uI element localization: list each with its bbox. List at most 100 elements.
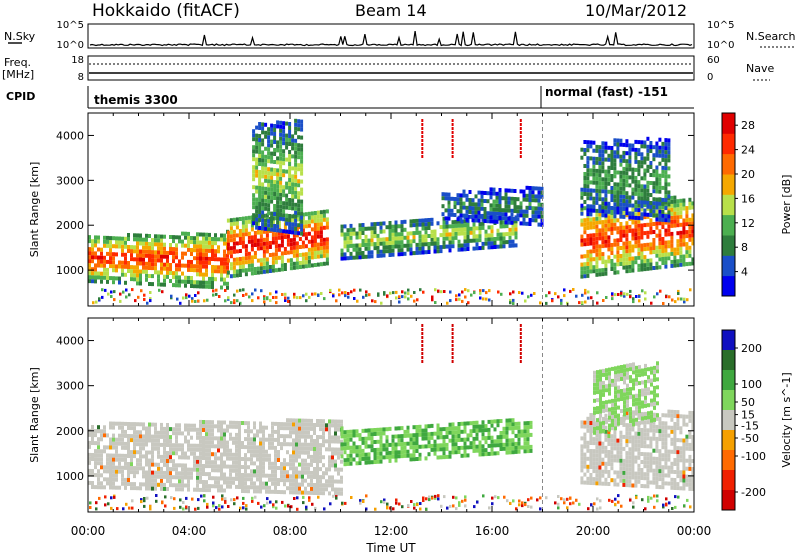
echo-cell [631,436,634,440]
echo-cell [485,242,488,246]
echo-cell [634,260,637,264]
echo-cell [248,256,251,260]
echo-cell [337,448,340,452]
echo-cell [301,471,304,475]
echo-cell [583,453,586,457]
echo-cell [488,233,491,237]
echo-cell [285,186,288,190]
echo-cell [532,186,535,190]
echo-cell [273,228,276,232]
echo-cell [260,234,263,238]
echo-cell [247,485,250,489]
echo-cell [589,212,592,216]
echo-cell [139,270,142,274]
echo-cell [307,447,310,451]
echo-cell [247,465,250,469]
echo-cell [646,165,649,169]
echo-cell [583,222,586,226]
echo-cell [154,479,157,483]
noise-cell [281,293,284,296]
echo-cell [160,427,163,431]
echo-cell [443,435,446,439]
echo-cell [175,283,178,287]
echo-cell [383,455,386,459]
echo-cell [282,125,285,129]
echo-cell [258,202,261,206]
echo-cell [290,242,293,246]
noise-cell [461,300,464,303]
echo-cell [94,465,97,469]
echo-cell [276,156,279,160]
echo-cell [649,145,652,149]
noise-cell [527,295,530,298]
echo-cell [115,240,118,244]
echo-cell [100,272,103,276]
echo-cell [640,268,643,272]
echo-cell [103,485,106,489]
echo-cell [259,490,262,494]
echo-cell [601,260,604,264]
echo-cell [279,217,282,221]
echo-cell [469,206,472,210]
echo-cell [103,260,106,264]
echo-cell [637,160,640,164]
echo-cell [481,191,484,195]
echo-cell [121,273,124,277]
echo-cell [440,455,443,459]
echo-cell [601,228,604,232]
echo-cell [625,435,628,439]
echo-cell [502,208,505,212]
echo-cell [607,255,610,259]
echo-cell [607,239,610,243]
noise-cell [131,288,134,291]
echo-cell [416,437,419,441]
echo-cell [205,456,208,460]
echo-cell [307,475,310,479]
echo-cell [106,252,109,256]
echo-cell [637,476,640,480]
echo-cell [181,471,184,475]
echo-cell [398,454,401,458]
echo-cell [365,247,368,251]
echo-cell [145,479,148,483]
echo-cell [285,230,288,234]
noise-cell [569,290,572,293]
echo-cell [428,226,431,230]
echo-cell [425,242,428,246]
echo-cell [310,483,313,487]
echo-cell [500,245,503,249]
echo-cell [613,138,616,142]
echo-cell [457,197,460,201]
echo-cell [586,254,589,258]
echo-cell [151,439,154,443]
echo-cell [193,456,196,460]
echo-cell [640,176,643,180]
echo-cell [356,252,359,256]
echo-cell [646,263,649,267]
echo-cell [592,157,595,161]
echo-cell [398,434,401,438]
echo-cell [214,233,217,237]
echo-cell [685,262,688,266]
echo-cell [124,422,127,426]
echo-cell [479,234,482,238]
echo-cell [344,244,347,248]
echo-cell [362,227,365,231]
noise-cell [212,294,215,297]
echo-cell [395,245,398,249]
echo-cell [359,433,362,437]
echo-cell [307,483,310,487]
echo-cell [604,482,607,486]
echo-cell [679,207,682,211]
echo-cell [267,183,270,187]
echo-cell [487,215,490,219]
echo-cell [214,249,217,253]
echo-cell [91,457,94,461]
echo-cell [484,215,487,219]
echo-cell [136,277,139,281]
echo-cell [151,483,154,487]
echo-cell [586,274,589,278]
echo-cell [595,441,598,445]
echo-cell [257,239,260,243]
echo-cell [389,237,392,241]
